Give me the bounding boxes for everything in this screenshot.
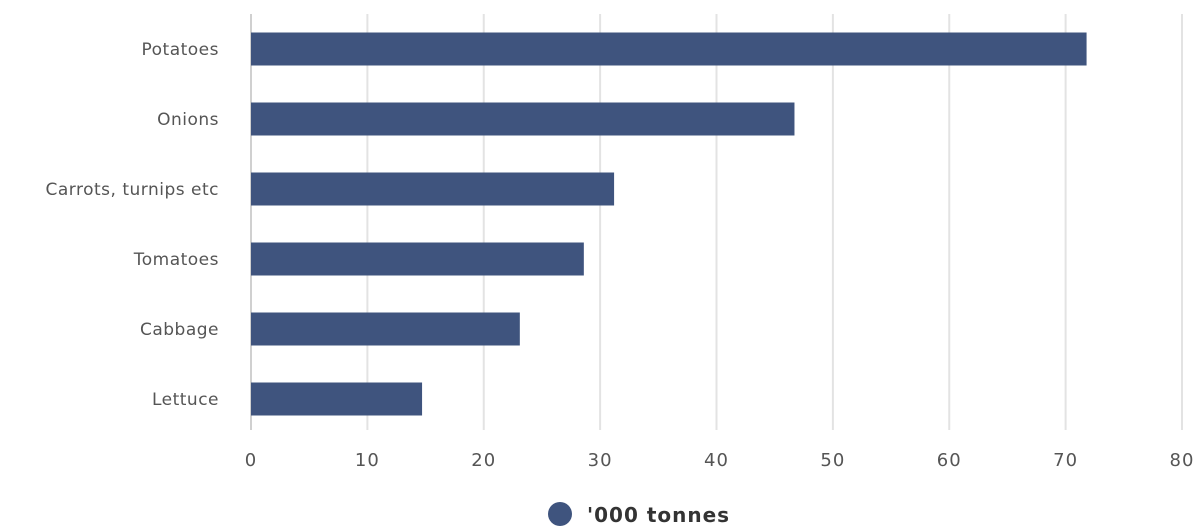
category-label: Lettuce (152, 390, 219, 410)
grid-lines (250, 14, 1183, 430)
x-tick-label: 60 (937, 450, 962, 471)
x-tick-label: 30 (588, 450, 613, 471)
category-labels: Potatoes Onions Carrots, turnips etc Tomato… (46, 40, 219, 410)
legend-marker[interactable] (548, 502, 572, 526)
bar-4[interactable] (251, 312, 520, 346)
x-tick-label: 0 (245, 450, 257, 471)
x-tick-label: 70 (1053, 450, 1078, 471)
x-tick-labels: 0 10 20 30 40 50 60 70 80 (245, 450, 1195, 471)
bar-0[interactable] (251, 32, 1087, 66)
bars (251, 32, 1087, 416)
x-tick-label: 40 (704, 450, 729, 471)
x-tick-label: 80 (1170, 450, 1195, 471)
x-tick-label: 50 (820, 450, 845, 471)
category-label: Tomatoes (133, 250, 219, 270)
legend[interactable]: '000 tonnes (548, 502, 730, 526)
category-label: Potatoes (141, 40, 219, 60)
category-label: Onions (157, 110, 219, 130)
bar-1[interactable] (251, 102, 795, 136)
legend-label[interactable]: '000 tonnes (587, 503, 730, 526)
bar-3[interactable] (251, 242, 584, 276)
x-tick-label: 10 (355, 450, 380, 471)
bar-5[interactable] (251, 382, 423, 416)
bar-2[interactable] (251, 172, 615, 206)
x-tick-label: 20 (471, 450, 496, 471)
category-label: Cabbage (140, 320, 219, 340)
category-label: Carrots, turnips etc (46, 180, 219, 200)
